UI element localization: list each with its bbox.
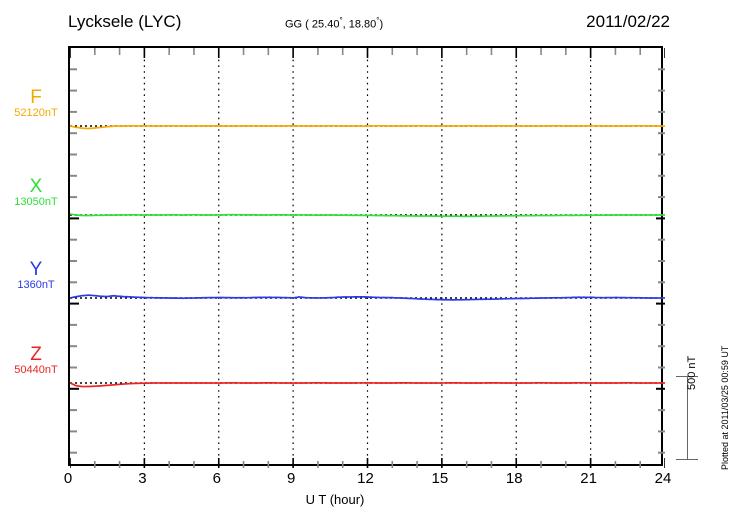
component-baseline-Y: 1360nT [17, 278, 55, 291]
trace-Y [70, 294, 665, 301]
scale-bar-label: 500 nT [686, 355, 698, 390]
page-title: Lycksele (LYC) [68, 12, 182, 31]
x-tick-label: 21 [580, 470, 597, 487]
geo-latitude: 25.40 [311, 18, 340, 31]
degree-icon-lat: ° [339, 16, 343, 25]
degree-icon-lon: ° [376, 16, 380, 25]
x-tick-label: 6 [212, 470, 221, 487]
scale-bar-cap-bottom [676, 459, 698, 460]
component-baseline-X: 13050nT [14, 195, 58, 208]
component-symbol-Z: Z [30, 344, 42, 365]
component-label-Y: Y 1360nT [6, 260, 66, 291]
x-tick-label: 9 [286, 470, 296, 487]
x-axis-title-wrap: U T (hour) [0, 492, 730, 507]
geo-suffix: ) [379, 18, 384, 31]
component-symbol-F: F [30, 87, 42, 108]
component-baseline-F: 52120nT [14, 106, 58, 119]
scale-bar [676, 376, 698, 460]
trace-Z [70, 381, 665, 388]
component-label-Z: Z 50440nT [6, 345, 66, 376]
x-axis-title: U T (hour) [305, 492, 365, 507]
component-baseline-Z: 50440nT [14, 363, 58, 376]
component-label-F: F 52120nT [6, 88, 66, 119]
magnetogram-chart [70, 48, 665, 468]
x-tick-label: 12 [357, 470, 374, 487]
trace-F [70, 124, 665, 130]
component-label-X: X 13050nT [6, 177, 66, 208]
geographic-coordinates: GG ( 25.40°, 18.80°) [285, 16, 383, 31]
x-tick-label: 15 [431, 470, 449, 487]
scale-bar-line [687, 376, 688, 460]
plot-frame [68, 46, 665, 468]
geo-prefix: GG ( [285, 18, 309, 31]
geo-longitude: 18.80 [348, 18, 377, 31]
scale-bar-cap-top [676, 376, 698, 377]
component-symbol-X: X [29, 176, 43, 197]
component-symbol-Y: Y [29, 259, 43, 280]
x-tick-label: 0 [63, 470, 73, 487]
x-tick-label: 3 [138, 470, 147, 487]
x-tick-label: 24 [654, 470, 672, 487]
plot-area [70, 48, 665, 468]
geo-separator: , [342, 18, 346, 31]
x-tick-label: 18 [505, 470, 523, 487]
trace-X [70, 213, 665, 218]
observation-date: 2011/02/22 [586, 12, 670, 31]
plotted-at-timestamp: Plotted at 2011/03/25 00:59 UT [720, 345, 730, 470]
